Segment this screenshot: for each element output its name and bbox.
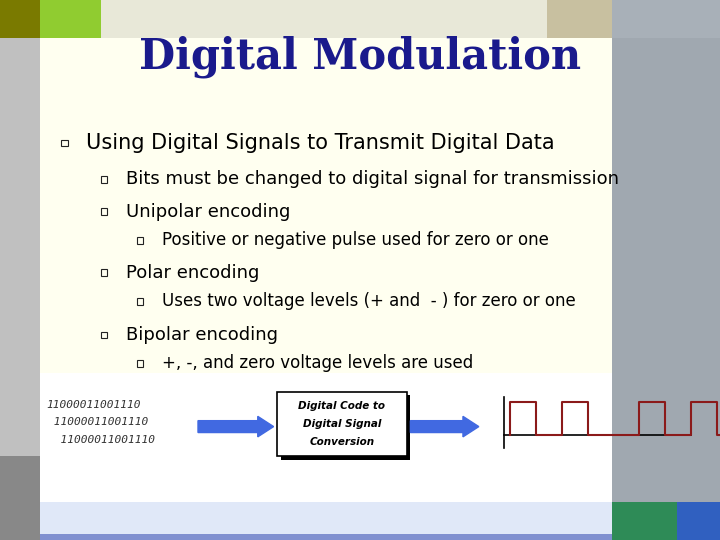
Text: Bipolar encoding: Bipolar encoding [126, 326, 278, 344]
Bar [61, 140, 68, 146]
Text: Digital Signal: Digital Signal [303, 419, 381, 429]
Bar [40, 38, 612, 502]
Bar [137, 237, 143, 244]
Bar [612, 502, 677, 540]
Bar [40, 534, 612, 540]
Text: 11000011001110: 11000011001110 [47, 417, 148, 427]
Bar [137, 298, 143, 305]
Bar [677, 502, 720, 540]
Bar [101, 332, 107, 338]
Bar [101, 208, 107, 215]
Bar [40, 502, 79, 540]
Bar [612, 0, 720, 38]
Text: 11000011001110: 11000011001110 [47, 435, 155, 444]
Bar [40, 373, 612, 502]
Text: 11000011001110: 11000011001110 [47, 400, 141, 410]
Bar [137, 360, 143, 367]
Text: Unipolar encoding: Unipolar encoding [126, 202, 290, 221]
Bar [0, 0, 40, 38]
Text: Using Digital Signals to Transmit Digital Data: Using Digital Signals to Transmit Digita… [86, 133, 555, 153]
Bar [281, 395, 410, 460]
Text: Digital Code to: Digital Code to [299, 401, 385, 411]
Bar [40, 502, 612, 534]
Bar [612, 38, 720, 211]
Text: +, -, and zero voltage levels are used: +, -, and zero voltage levels are used [162, 354, 473, 373]
Bar [612, 211, 720, 502]
FancyArrow shape [198, 416, 274, 437]
Bar [547, 0, 612, 38]
Text: Positive or negative pulse used for zero or one: Positive or negative pulse used for zero… [162, 231, 549, 249]
Text: Conversion: Conversion [310, 437, 374, 447]
Text: Uses two voltage levels (+ and  - ) for zero or one: Uses two voltage levels (+ and - ) for z… [162, 292, 576, 310]
Text: Polar encoding: Polar encoding [126, 264, 259, 282]
Bar [277, 392, 407, 456]
Bar [101, 176, 107, 183]
Bar [0, 456, 40, 540]
Text: Bits must be changed to digital signal for transmission: Bits must be changed to digital signal f… [126, 170, 619, 188]
Bar [101, 269, 107, 276]
Text: Digital Modulation: Digital Modulation [139, 36, 581, 78]
FancyArrow shape [410, 416, 479, 437]
Bar [0, 38, 40, 456]
Bar [40, 0, 101, 38]
